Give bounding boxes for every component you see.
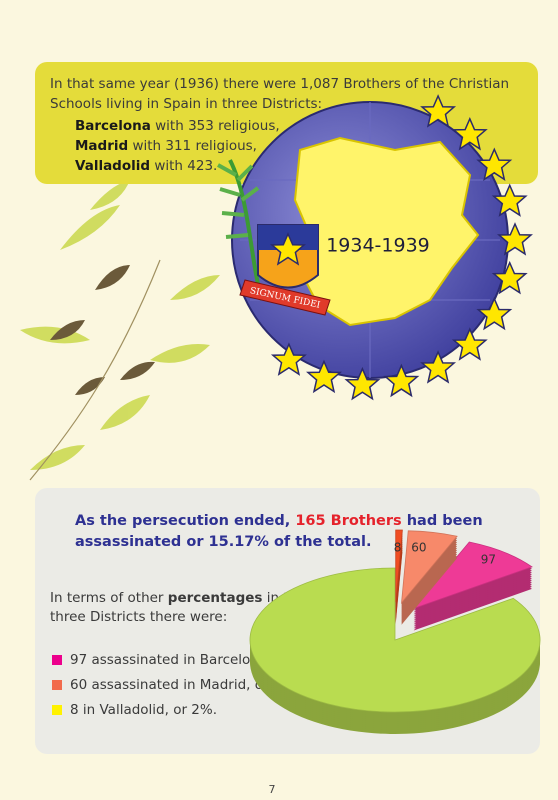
district-name: Barcelona bbox=[75, 118, 151, 134]
district-text: with 353 religious, bbox=[151, 118, 280, 134]
summary-highlight: 165 Brothers bbox=[295, 513, 401, 529]
lead-line: In terms of other percentages in the bbox=[50, 590, 306, 606]
legend-text: 60 assassinated in Madrid, or 17%, bbox=[70, 677, 307, 693]
lead-text: In terms of other bbox=[50, 590, 168, 606]
district-name: Valladolid bbox=[75, 158, 150, 174]
pie-slice bbox=[412, 541, 533, 610]
emblem-years: 1934-1939 bbox=[326, 235, 430, 257]
pie-label: 97 bbox=[481, 553, 496, 567]
emblem: SIGNUM FIDEI 1934-1939 bbox=[217, 95, 532, 400]
lead-bold: percentages bbox=[168, 590, 263, 606]
district-line: Valladolid with 423. bbox=[75, 158, 217, 174]
foliage bbox=[20, 180, 220, 470]
foliage-dark bbox=[50, 265, 155, 395]
summary-text: had been bbox=[402, 513, 483, 529]
summary-text: As the persecution ended, bbox=[75, 513, 295, 529]
district-text: with 311 religious, bbox=[128, 138, 257, 154]
intro-line: Schools living in Spain in three Distric… bbox=[50, 96, 322, 112]
pie-slice bbox=[401, 530, 458, 604]
stem bbox=[29, 259, 161, 481]
district-text: with 423. bbox=[150, 158, 217, 174]
intro-line: In that same year (1936) there were 1,08… bbox=[50, 76, 509, 92]
summary-line: assassinated or 15.17% of the total. bbox=[75, 534, 372, 550]
page-number: 7 bbox=[269, 783, 276, 796]
summary-line: As the persecution ended, 165 Brothers h… bbox=[75, 513, 483, 529]
legend-swatch bbox=[52, 655, 62, 665]
pie-slice bbox=[249, 567, 541, 713]
district-line: Barcelona with 353 religious, bbox=[75, 118, 280, 134]
district-name: Madrid bbox=[75, 138, 128, 154]
legend-swatch bbox=[52, 680, 62, 690]
district-line: Madrid with 311 religious, bbox=[75, 138, 257, 154]
legend-text: 8 in Valladolid, or 2%. bbox=[70, 702, 217, 718]
legend-swatch bbox=[52, 705, 62, 715]
pie-slice bbox=[395, 529, 403, 603]
pie-label: 8 bbox=[394, 541, 402, 555]
lead-line: three Districts there were: bbox=[50, 609, 227, 625]
pie-label: 60 bbox=[411, 541, 426, 555]
